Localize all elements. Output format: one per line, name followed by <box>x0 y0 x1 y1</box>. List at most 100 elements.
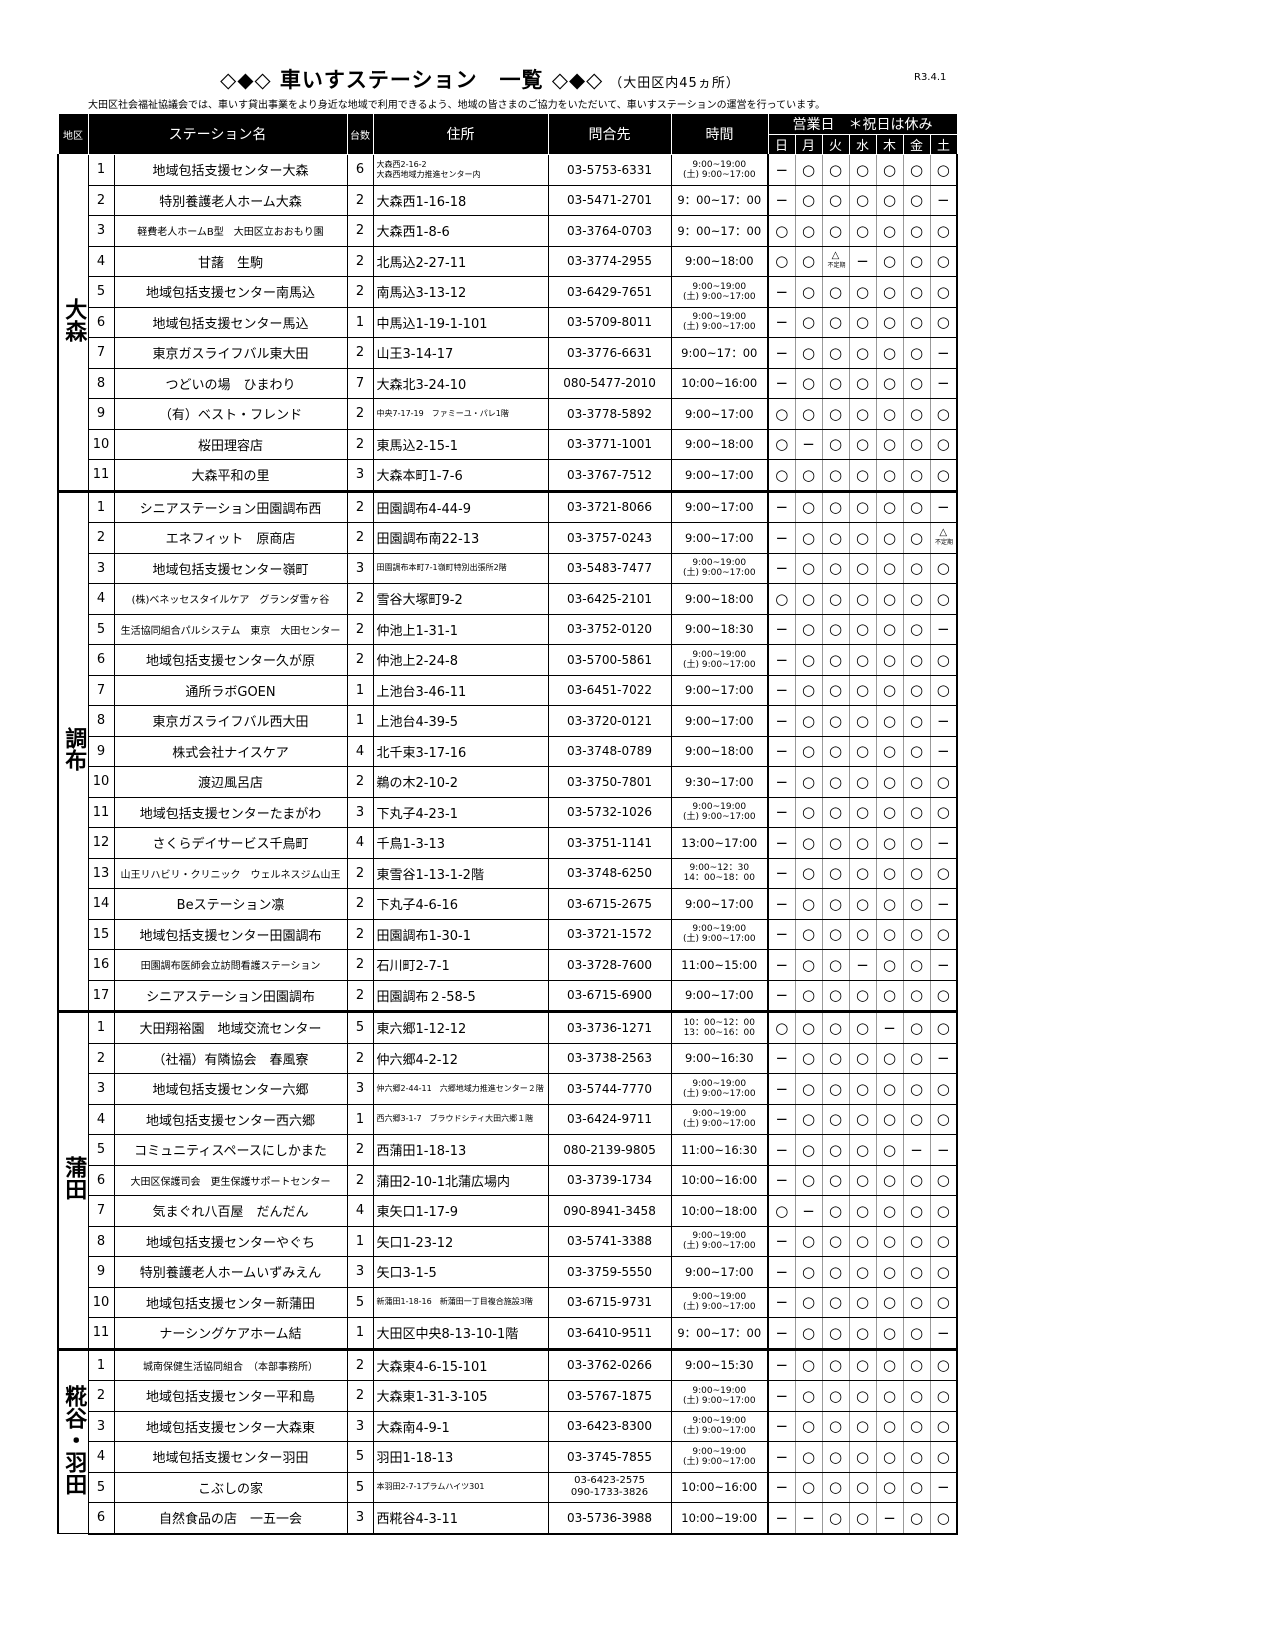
day-sat-status: − <box>929 1134 959 1166</box>
region-label: 蒲田 <box>61 1156 87 1201</box>
day-thu-status: ○ <box>875 735 904 767</box>
table-row: 7 通所ラボGOEN 1 上池台3-46-11 03-6451-7022 9:00~17:… <box>58 674 959 706</box>
day-wed-status: ○ <box>848 337 877 369</box>
day-mon-status: − <box>794 1502 823 1535</box>
station-name: 株式会社ナイスケア <box>113 735 348 767</box>
day-sun-status: − <box>767 1441 796 1473</box>
row-number: 5 <box>87 613 115 645</box>
day-fri-status: ○ <box>902 979 931 1012</box>
day-fri-status: ○ <box>902 215 931 247</box>
day-wed-status: ○ <box>848 1502 877 1535</box>
day-sun-status: − <box>767 184 796 216</box>
wheelchair-count: 2 <box>346 428 374 460</box>
table-row: 蒲田 1 大田翔裕園 地域交流センター 5 東六郷1-12-12 03-3736-1271… <box>57 1010 959 1350</box>
table-row: 5 地域包括支援センター南馬込 2 南馬込3-13-12 03-6429-7651 9:0… <box>58 276 959 308</box>
phone: 03-3748-6250 <box>547 857 672 889</box>
station-name: 地域包括支援センター大森 <box>113 154 348 186</box>
day-sun-status: − <box>767 796 796 828</box>
day-tue-status: ○ <box>821 1195 850 1227</box>
day-sun-status: − <box>767 644 796 676</box>
row-number: 4 <box>87 1441 115 1473</box>
wheelchair-count: 2 <box>346 918 374 950</box>
day-sat-status: ○ <box>929 1256 959 1288</box>
address: 南馬込3-13-12 <box>372 276 549 308</box>
day-wed-status: ○ <box>848 215 877 247</box>
day-tue-status: ○ <box>821 827 850 859</box>
phone: 03-3721-1572 <box>547 918 672 950</box>
day-wed-status: ○ <box>848 827 877 859</box>
business-hours: 9:00~19:00 (土) 9:00~17:00 <box>670 644 769 676</box>
phone: 03-6715-9731 <box>547 1286 672 1318</box>
irregular-note: 不定期 <box>935 538 954 546</box>
day-sat-status: − <box>929 184 959 216</box>
day-wed-status: ○ <box>848 735 877 767</box>
wheelchair-count: 1 <box>346 705 374 737</box>
day-mon-status: ○ <box>794 583 823 615</box>
station-name: 東京ガスライフバル西大田 <box>113 705 348 737</box>
address: 北千束3-17-16 <box>372 735 549 767</box>
station-name: つどいの場 ひまわり <box>113 367 348 399</box>
day-mon-status: ○ <box>794 766 823 798</box>
phone: 03-3771-1001 <box>547 428 672 460</box>
day-thu-status: − <box>875 1502 904 1535</box>
row-number: 13 <box>87 857 115 889</box>
phone: 080-2139-9805 <box>547 1134 672 1166</box>
day-fri-status: ○ <box>902 337 931 369</box>
phone: 03-3776-6631 <box>547 337 672 369</box>
table-row: 16 田園調布医師会立訪問看護ステーション 2 石川町2-7-1 03-3728-760… <box>58 949 959 981</box>
day-mon-status: ○ <box>794 1042 823 1074</box>
table-row: 11 ナーシングケアホーム結 1 大田区中央8-13-10-1階 03-6410-951… <box>58 1317 959 1350</box>
header-count: 台数 <box>346 113 374 155</box>
day-mon-status: ○ <box>794 1103 823 1135</box>
day-sun-status: − <box>767 979 796 1012</box>
wheelchair-count: 2 <box>346 184 374 216</box>
day-sun-status: ○ <box>767 215 796 247</box>
business-hours: 9:00~19:00 (土) 9:00~17:00 <box>670 1410 769 1442</box>
day-sun-status: − <box>767 1347 796 1381</box>
day-sat-status: ○ <box>929 1103 959 1135</box>
day-sun-status: − <box>767 766 796 798</box>
station-name: 大森平和の里 <box>113 459 348 492</box>
station-name: 大田翔裕園 地域交流センター <box>113 1010 348 1044</box>
day-mon-status: ○ <box>794 1380 823 1412</box>
wheelchair-count: 6 <box>346 154 374 186</box>
day-mon-status: ○ <box>794 674 823 706</box>
day-tue-status: ○ <box>821 796 850 828</box>
day-tue-status: ○ <box>821 367 850 399</box>
day-fri-status: ○ <box>902 552 931 584</box>
region-cell: 蒲田 <box>57 1010 89 1350</box>
header-day-tue: 火 <box>821 134 850 155</box>
day-thu-status: − <box>875 1010 904 1044</box>
business-hours: 9:00~17:00 <box>670 1256 769 1288</box>
row-number: 8 <box>87 367 115 399</box>
day-thu-status: ○ <box>875 705 904 737</box>
day-sat-status: ○ <box>929 1164 959 1196</box>
day-tue-status: ○ <box>821 337 850 369</box>
day-thu-status: ○ <box>875 979 904 1012</box>
day-tue-status: ○ <box>821 1410 850 1442</box>
row-number: 9 <box>87 398 115 430</box>
day-thu-status: ○ <box>875 827 904 859</box>
day-thu-status: ○ <box>875 949 904 981</box>
day-sat-status: ○ <box>929 428 959 460</box>
region-cell: 調布 <box>57 489 89 1012</box>
table-row: 3 地域包括支援センター大森東 3 大森南4-9-1 03-6423-8300 9:00~… <box>58 1410 959 1442</box>
day-wed-status: ○ <box>848 1042 877 1074</box>
day-tue-status: ○ <box>821 1502 850 1535</box>
day-mon-status: ○ <box>794 1347 823 1381</box>
day-sat-status: ○ <box>929 1502 959 1535</box>
phone: 03-3750-7801 <box>547 766 672 798</box>
business-hours: 9:00~17:00 <box>670 522 769 554</box>
day-sat-status: − <box>929 705 959 737</box>
header-day-sat: 土 <box>929 134 958 155</box>
table-row: 5 生活協同組合パルシステム 東京 大田センター 2 仲池上1-31-1 03-3752… <box>58 613 959 645</box>
wheelchair-count: 5 <box>346 1441 374 1473</box>
day-mon-status: ○ <box>794 276 823 308</box>
table-row: 11 地域包括支援センターたまがわ 3 下丸子4-23-1 03-5732-1026 9:… <box>58 796 959 828</box>
phone: 03-3739-1734 <box>547 1164 672 1196</box>
day-sat-status: ○ <box>929 276 959 308</box>
day-tue-status: ○ <box>821 398 850 430</box>
day-fri-status: ○ <box>902 1010 931 1044</box>
day-mon-status: ○ <box>794 613 823 645</box>
day-fri-status: ○ <box>902 857 931 889</box>
